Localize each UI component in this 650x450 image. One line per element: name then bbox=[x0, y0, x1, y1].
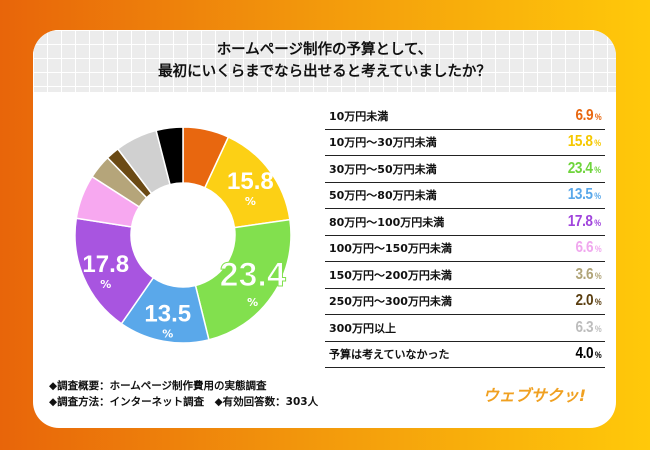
card: ホームページ制作の予算として、 最初にいくらまでなら出せると考えていましたか？ … bbox=[33, 30, 616, 428]
slice-percent-sign: % bbox=[100, 278, 111, 291]
legend-value: 15.8% bbox=[568, 133, 601, 151]
legend-label: 10万円〜30万円未満 bbox=[329, 136, 437, 150]
percent-sign: % bbox=[594, 191, 602, 202]
legend-row: 50万円〜80万円未満 13.5% bbox=[325, 183, 605, 209]
percent-sign: % bbox=[594, 111, 602, 122]
footer-method: ◆調査方法：インターネット調査 ◆有効回答数：303人 bbox=[49, 396, 319, 408]
percent-sign: % bbox=[594, 350, 602, 361]
percent-sign: % bbox=[594, 138, 602, 149]
legend-row: 300万円以上 6.3% bbox=[325, 315, 605, 342]
slice-value-label: 13.5 bbox=[144, 301, 191, 328]
legend-row: 80万円〜100万円未満 17.8% bbox=[325, 209, 605, 236]
legend-label: 150万円〜200万円未満 bbox=[329, 268, 452, 282]
legend-row: 150万円〜200万円未満 3.6% bbox=[325, 262, 605, 289]
title-line-1: ホームページ制作の予算として、 bbox=[216, 42, 433, 58]
legend-label: 300万円以上 bbox=[329, 321, 396, 335]
slice-value-label: 15.8 bbox=[227, 168, 274, 195]
title-line-2: 最初にいくらまでなら出せると考えていましたか？ bbox=[158, 64, 491, 80]
percent-sign: % bbox=[594, 297, 602, 308]
legend-value: 4.0% bbox=[575, 345, 601, 363]
legend-value: 17.8% bbox=[568, 212, 602, 230]
percent-sign: % bbox=[594, 323, 602, 334]
donut-slice bbox=[155, 126, 184, 186]
legend-label: 50万円〜80万円未満 bbox=[329, 189, 437, 203]
legend-list: 10万円未満 6.9% 10万円〜30万円未満 15.8% 30万円〜50万円未満 23.… bbox=[325, 103, 605, 368]
percent-sign: % bbox=[594, 217, 602, 228]
slice-percent-sign: % bbox=[245, 195, 256, 208]
title-header: ホームページ制作の予算として、 最初にいくらまでなら出せると考えていましたか？ bbox=[33, 30, 616, 92]
legend-row: 10万円未満 6.9% bbox=[325, 103, 605, 130]
legend-row: 100万円〜150万円未満 6.6% bbox=[325, 236, 605, 262]
legend-row: 10万円〜30万円未満 15.8% bbox=[325, 130, 605, 156]
slice-value-label: 23.4 bbox=[220, 256, 286, 294]
legend-label: 30万円〜50万円未満 bbox=[329, 162, 437, 176]
donut-chart: 15.8%23.4%13.5%17.8% bbox=[74, 126, 292, 344]
legend-row: 250万円〜300万円未満 2.0% bbox=[325, 289, 605, 315]
legend-value: 2.0% bbox=[575, 292, 601, 310]
legend-label: 100万円〜150万円未満 bbox=[329, 242, 452, 256]
legend-value: 13.5% bbox=[568, 186, 601, 204]
percent-sign: % bbox=[594, 164, 602, 175]
slice-percent-sign: % bbox=[247, 296, 258, 309]
percent-sign: % bbox=[594, 270, 602, 281]
logo: ウェブサクッ! bbox=[482, 386, 586, 405]
legend-label: 80万円〜100万円未満 bbox=[329, 215, 445, 229]
legend-value: 6.9% bbox=[575, 106, 602, 124]
legend-label: 予算は考えていなかった bbox=[329, 348, 450, 362]
legend-value: 6.3% bbox=[575, 318, 602, 336]
legend-label: 10万円未満 bbox=[329, 109, 389, 123]
slice-value-label: 17.8 bbox=[82, 251, 129, 278]
legend-value: 3.6% bbox=[575, 265, 602, 283]
donut-slice bbox=[194, 218, 292, 341]
legend-value: 23.4% bbox=[568, 159, 602, 177]
percent-sign: % bbox=[594, 244, 602, 255]
slice-percent-sign: % bbox=[162, 328, 173, 341]
legend-value: 6.6% bbox=[575, 239, 601, 257]
legend-row: 予算は考えていなかった 4.0% bbox=[325, 342, 605, 368]
footer-summary: ◆調査概要：ホームページ制作費用の実態調査 bbox=[49, 380, 267, 392]
legend-row: 30万円〜50万円未満 23.4% bbox=[325, 156, 605, 183]
legend-label: 250万円〜300万円未満 bbox=[329, 295, 452, 309]
